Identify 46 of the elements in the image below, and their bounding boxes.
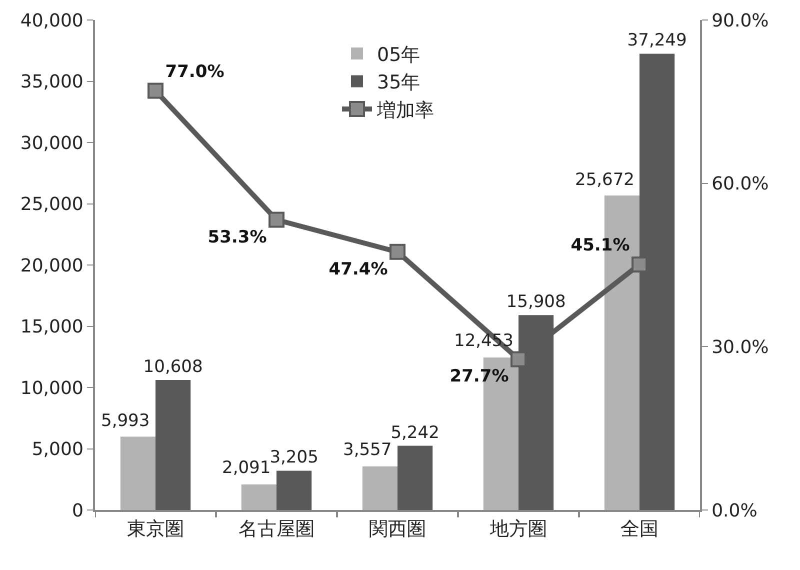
y2-tick-label: 0.0% [712, 500, 758, 522]
data-label: 10,608 [143, 357, 203, 378]
y2-tick-label: 60.0% [712, 174, 769, 195]
x-tick-label: 全国 [620, 518, 658, 540]
y-tick-label: 15,000 [20, 316, 84, 338]
data-label: 27.7% [450, 366, 509, 387]
data-label: 2,091 [222, 458, 271, 478]
bar [241, 484, 276, 510]
y2-tick-label: 30.0% [712, 336, 769, 358]
bar [398, 446, 433, 510]
data-label: 37,249 [627, 30, 687, 51]
y-tick-label: 35,000 [20, 72, 84, 93]
y-tick-label: 40,000 [20, 10, 84, 32]
x-tick-label: 関西圏 [369, 518, 426, 540]
bar [276, 470, 312, 510]
data-label: 5,242 [390, 422, 440, 443]
y2-tick-label: 90.0% [712, 10, 769, 32]
point [510, 351, 526, 368]
data-label: 15,908 [506, 292, 566, 312]
data-label: 3,205 [270, 448, 318, 468]
data-label: 5,993 [101, 411, 150, 431]
legend-label: 35年 [377, 72, 420, 94]
point [390, 244, 406, 260]
legend-label: 05年 [377, 44, 420, 66]
point [148, 82, 164, 99]
bar [362, 466, 398, 510]
data-label: 3,557 [343, 440, 392, 460]
data-label: 53.3% [208, 227, 267, 248]
y-tick-label: 10,000 [20, 378, 84, 399]
x-tick-label: 東京圏 [127, 518, 184, 540]
data-label: 25,672 [575, 170, 634, 190]
legend-label: 増加率 [376, 99, 434, 122]
point [268, 212, 284, 228]
data-label: 45.1% [570, 235, 630, 256]
x-tick-label: 地方圏 [489, 518, 547, 540]
y-tick-label: 25,000 [20, 194, 84, 216]
y-tick-label: 5,000 [32, 439, 84, 460]
y-tick-label: 30,000 [20, 132, 84, 154]
y-tick-label: 20,000 [20, 255, 84, 276]
bar [156, 380, 191, 510]
point [632, 256, 648, 272]
bar [120, 436, 156, 510]
data-label: 47.4% [328, 259, 388, 280]
x-tick-label: 名古屋圏 [238, 518, 314, 540]
y-tick-label: 0 [72, 500, 84, 522]
data-label: 77.0% [165, 62, 224, 82]
